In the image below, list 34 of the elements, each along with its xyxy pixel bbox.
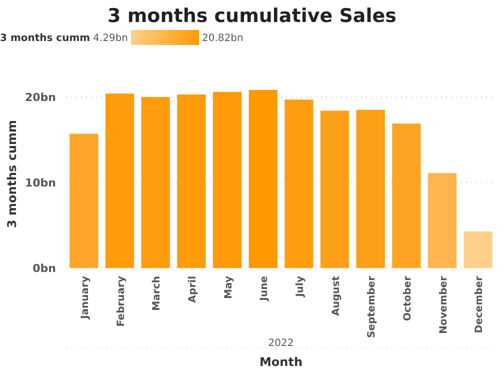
x-tick-label: February: [116, 276, 127, 327]
bar: [464, 231, 492, 268]
y-tick-label: 20bn: [24, 91, 56, 104]
bar: [392, 124, 421, 268]
bar: [320, 110, 350, 268]
color-bar-title: 3 months cumm: [0, 33, 90, 44]
text: 4.29bn: [93, 33, 128, 44]
x-tick-label: December: [474, 276, 486, 334]
x-tick-label: March: [152, 276, 163, 311]
bar: [141, 97, 170, 268]
bar: [177, 94, 206, 268]
x-tick-label: January: [80, 276, 91, 320]
bar: [70, 134, 98, 268]
x-tick-label: October: [402, 276, 414, 321]
bar: [284, 100, 314, 268]
chart-title: 3 months cumulative Sales: [108, 5, 396, 27]
x-tick-label: August: [330, 276, 342, 316]
bar: [428, 173, 457, 268]
bar: [356, 110, 385, 268]
x-tick-label: September: [366, 276, 378, 338]
x-tick-label: July: [294, 276, 306, 298]
x-tick-label: May: [223, 276, 234, 299]
y-tick-label: 10bn: [24, 176, 56, 190]
x-tick-label: April: [187, 276, 198, 303]
x-axis-title: Month: [259, 355, 303, 369]
x-tick-label: November: [438, 276, 450, 334]
y-axis-title: 3 months cumm: [5, 120, 19, 228]
text: 20.82bn: [202, 33, 244, 44]
bar: [248, 90, 278, 268]
x-tick-label: June: [259, 276, 270, 302]
bar: [105, 94, 134, 268]
text: 2022: [268, 338, 294, 349]
bar: [212, 92, 242, 268]
y-tick-label: 0bn: [32, 262, 56, 275]
